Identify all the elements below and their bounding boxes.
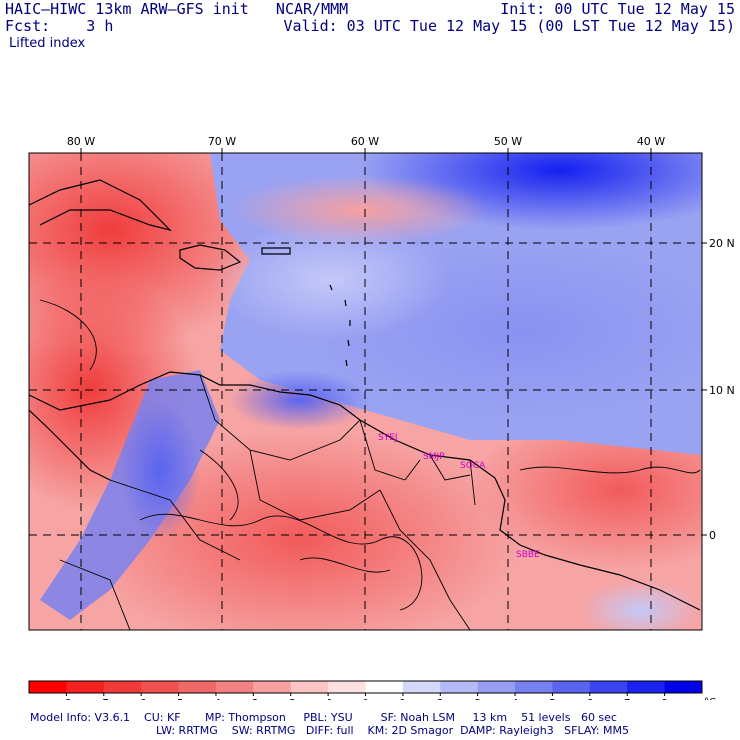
colorbar-label: 0 (362, 698, 368, 700)
antilles-islands (329, 284, 351, 367)
init-time: Init: 00 UTC Tue 12 May 15 (500, 0, 735, 18)
colorbar-label: 8 (661, 698, 667, 700)
colorbar-label: -8 (61, 698, 71, 700)
valid-time: Valid: 03 UTC Tue 12 May 15 (00 LST Tue … (283, 17, 735, 35)
colorbar-swatch (103, 681, 142, 693)
colorbar-swatch (515, 681, 553, 693)
colorbar-label: -4 (211, 698, 221, 700)
colorbar: -8 -7 -6 -5 -4 -3 -2 -1 0 1 2 3 4 5 6 7 8 (28, 680, 703, 700)
plot-title: HAIC–HIWC 13km ARW–GFS init NCAR/MMM (5, 0, 349, 18)
colorbar-swatch (215, 681, 254, 693)
colorbar-label: 2 (437, 698, 443, 700)
colorbar-label: 6 (587, 698, 593, 700)
colorbar-label: -6 (136, 698, 146, 700)
model-info-line2: LW: RRTMG SW: RRTMG DIFF: full KM: 2D Sm… (156, 724, 629, 737)
colorbar-swatch (552, 681, 591, 693)
colorbar-swatch (178, 681, 217, 693)
lon-label-80w: 80 W (67, 135, 95, 148)
colorbar-label: 4 (512, 698, 518, 700)
colorbar-swatch (66, 681, 105, 693)
graticule (29, 153, 702, 630)
colorbar-label: 5 (549, 698, 555, 700)
south-america-coast (29, 371, 701, 611)
colorbar-swatch (290, 681, 329, 693)
hispaniola-coast (179, 244, 242, 271)
lon-label-60w: 60 W (351, 135, 379, 148)
lat-label-10n: 10 N (709, 384, 735, 397)
coastlines (29, 179, 701, 630)
colorbar-label: -1 (323, 698, 333, 700)
lifted-index-map: 80 W 70 W 60 W 50 W 40 W 20 N 10 N 0 SYE… (28, 135, 735, 700)
colorbar-swatch (627, 681, 666, 693)
cuba-coast (29, 179, 172, 232)
lon-label-70w: 70 W (208, 135, 236, 148)
colorbar-label: 7 (624, 698, 630, 700)
colorbar-swatch (253, 681, 292, 693)
colorbar-swatch (141, 681, 180, 693)
lat-label-0: 0 (709, 529, 716, 542)
station-sbbe: SBBE (516, 550, 540, 560)
colorbar-label: 3 (474, 698, 480, 700)
colorbar-swatch (29, 681, 67, 693)
colorbar-swatch (402, 681, 441, 693)
lifted-index-field (29, 153, 702, 630)
contour-lines (39, 299, 701, 611)
colorbar-label: -5 (174, 698, 184, 700)
colorbar-label: -3 (248, 698, 258, 700)
colorbar-swatch (440, 681, 479, 693)
field-name: Lifted index (9, 36, 86, 51)
station-smjp: SMJP (423, 452, 445, 462)
lat-label-20n: 20 N (709, 237, 735, 250)
colorbar-label: -2 (286, 698, 296, 700)
central-america-coast (29, 409, 111, 481)
national-borders (59, 374, 476, 630)
forecast-hour: Fcst: 3 h (5, 17, 114, 35)
model-info-line1: Model Info: V3.6.1 CU: KF MP: Thompson P… (30, 711, 617, 724)
puerto-rico-coast (261, 247, 291, 255)
lon-label-50w: 50 W (494, 135, 522, 148)
colorbar-swatch (477, 681, 516, 693)
colorbar-unit: °C (704, 697, 716, 700)
colorbar-label: -7 (99, 698, 109, 700)
map-ticks (80, 148, 707, 536)
colorbar-swatch (328, 681, 366, 693)
colorbar-swatch (664, 681, 703, 693)
colorbar-swatch (365, 681, 404, 693)
colorbar-swatch (589, 681, 628, 693)
lon-label-40w: 40 W (637, 135, 665, 148)
station-soca: SOCA (460, 461, 486, 471)
station-syej: SYEJ (378, 433, 398, 443)
colorbar-label: 1 (400, 698, 406, 700)
